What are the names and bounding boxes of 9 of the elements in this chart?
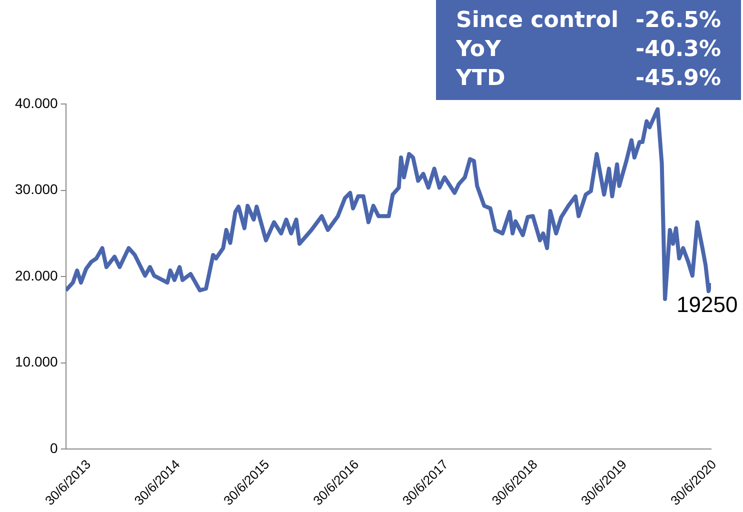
y-tick-label: 0 <box>50 440 58 456</box>
y-tick-label: 40.000 <box>14 94 58 111</box>
annotation: 19250 <box>676 292 738 318</box>
text: YoY -40.3% <box>456 37 721 62</box>
text: Since control -26.5% <box>456 7 721 35</box>
text: YTD -45.9% <box>456 66 721 91</box>
y-tick-label: 30.000 <box>14 181 58 198</box>
y-tick-label: 20.000 <box>14 267 58 284</box>
y-tick-label: 10.000 <box>14 354 58 370</box>
